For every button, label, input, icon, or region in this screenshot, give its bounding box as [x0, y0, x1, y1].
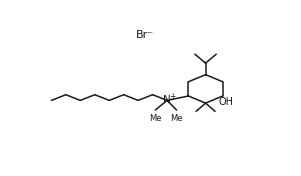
- Text: Br⁻: Br⁻: [136, 30, 154, 40]
- Text: N: N: [163, 95, 171, 105]
- Text: +: +: [169, 92, 175, 101]
- Text: Me: Me: [149, 114, 162, 123]
- Text: Me: Me: [170, 114, 183, 123]
- Text: OH: OH: [219, 97, 233, 107]
